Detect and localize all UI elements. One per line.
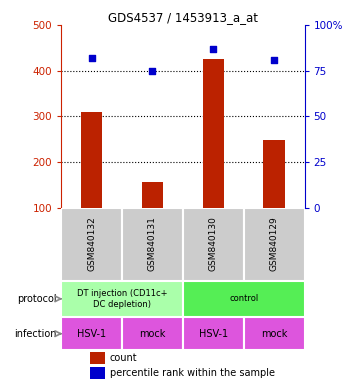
Text: mock: mock [261,329,287,339]
Text: percentile rank within the sample: percentile rank within the sample [110,368,275,378]
Point [210,46,216,52]
Title: GDS4537 / 1453913_a_at: GDS4537 / 1453913_a_at [108,11,258,24]
Text: GSM840130: GSM840130 [209,217,218,271]
Bar [61,281,183,317]
Text: DT injection (CD11c+
DC depletion): DT injection (CD11c+ DC depletion) [77,289,167,308]
Bar [90,353,105,364]
Bar [183,281,304,317]
Text: infection: infection [14,329,56,339]
Point [89,55,95,61]
Bar [183,317,244,350]
Text: GSM840131: GSM840131 [148,217,157,271]
Bar [81,112,102,207]
Bar [122,207,183,281]
Text: HSV-1: HSV-1 [77,329,106,339]
Bar [264,140,285,207]
Bar [61,317,122,350]
Bar [183,207,244,281]
Text: protocol: protocol [17,294,56,304]
Bar [142,182,163,207]
Text: count: count [110,353,138,363]
Bar [203,59,224,207]
Text: control: control [229,294,258,303]
Point [271,56,277,63]
Text: GSM840129: GSM840129 [270,217,279,271]
Bar [122,317,183,350]
Bar [90,367,105,379]
Text: mock: mock [139,329,166,339]
Bar [244,317,304,350]
Point [150,68,155,74]
Text: HSV-1: HSV-1 [199,329,228,339]
Bar [244,207,304,281]
Bar [61,207,122,281]
Text: GSM840132: GSM840132 [87,217,96,271]
